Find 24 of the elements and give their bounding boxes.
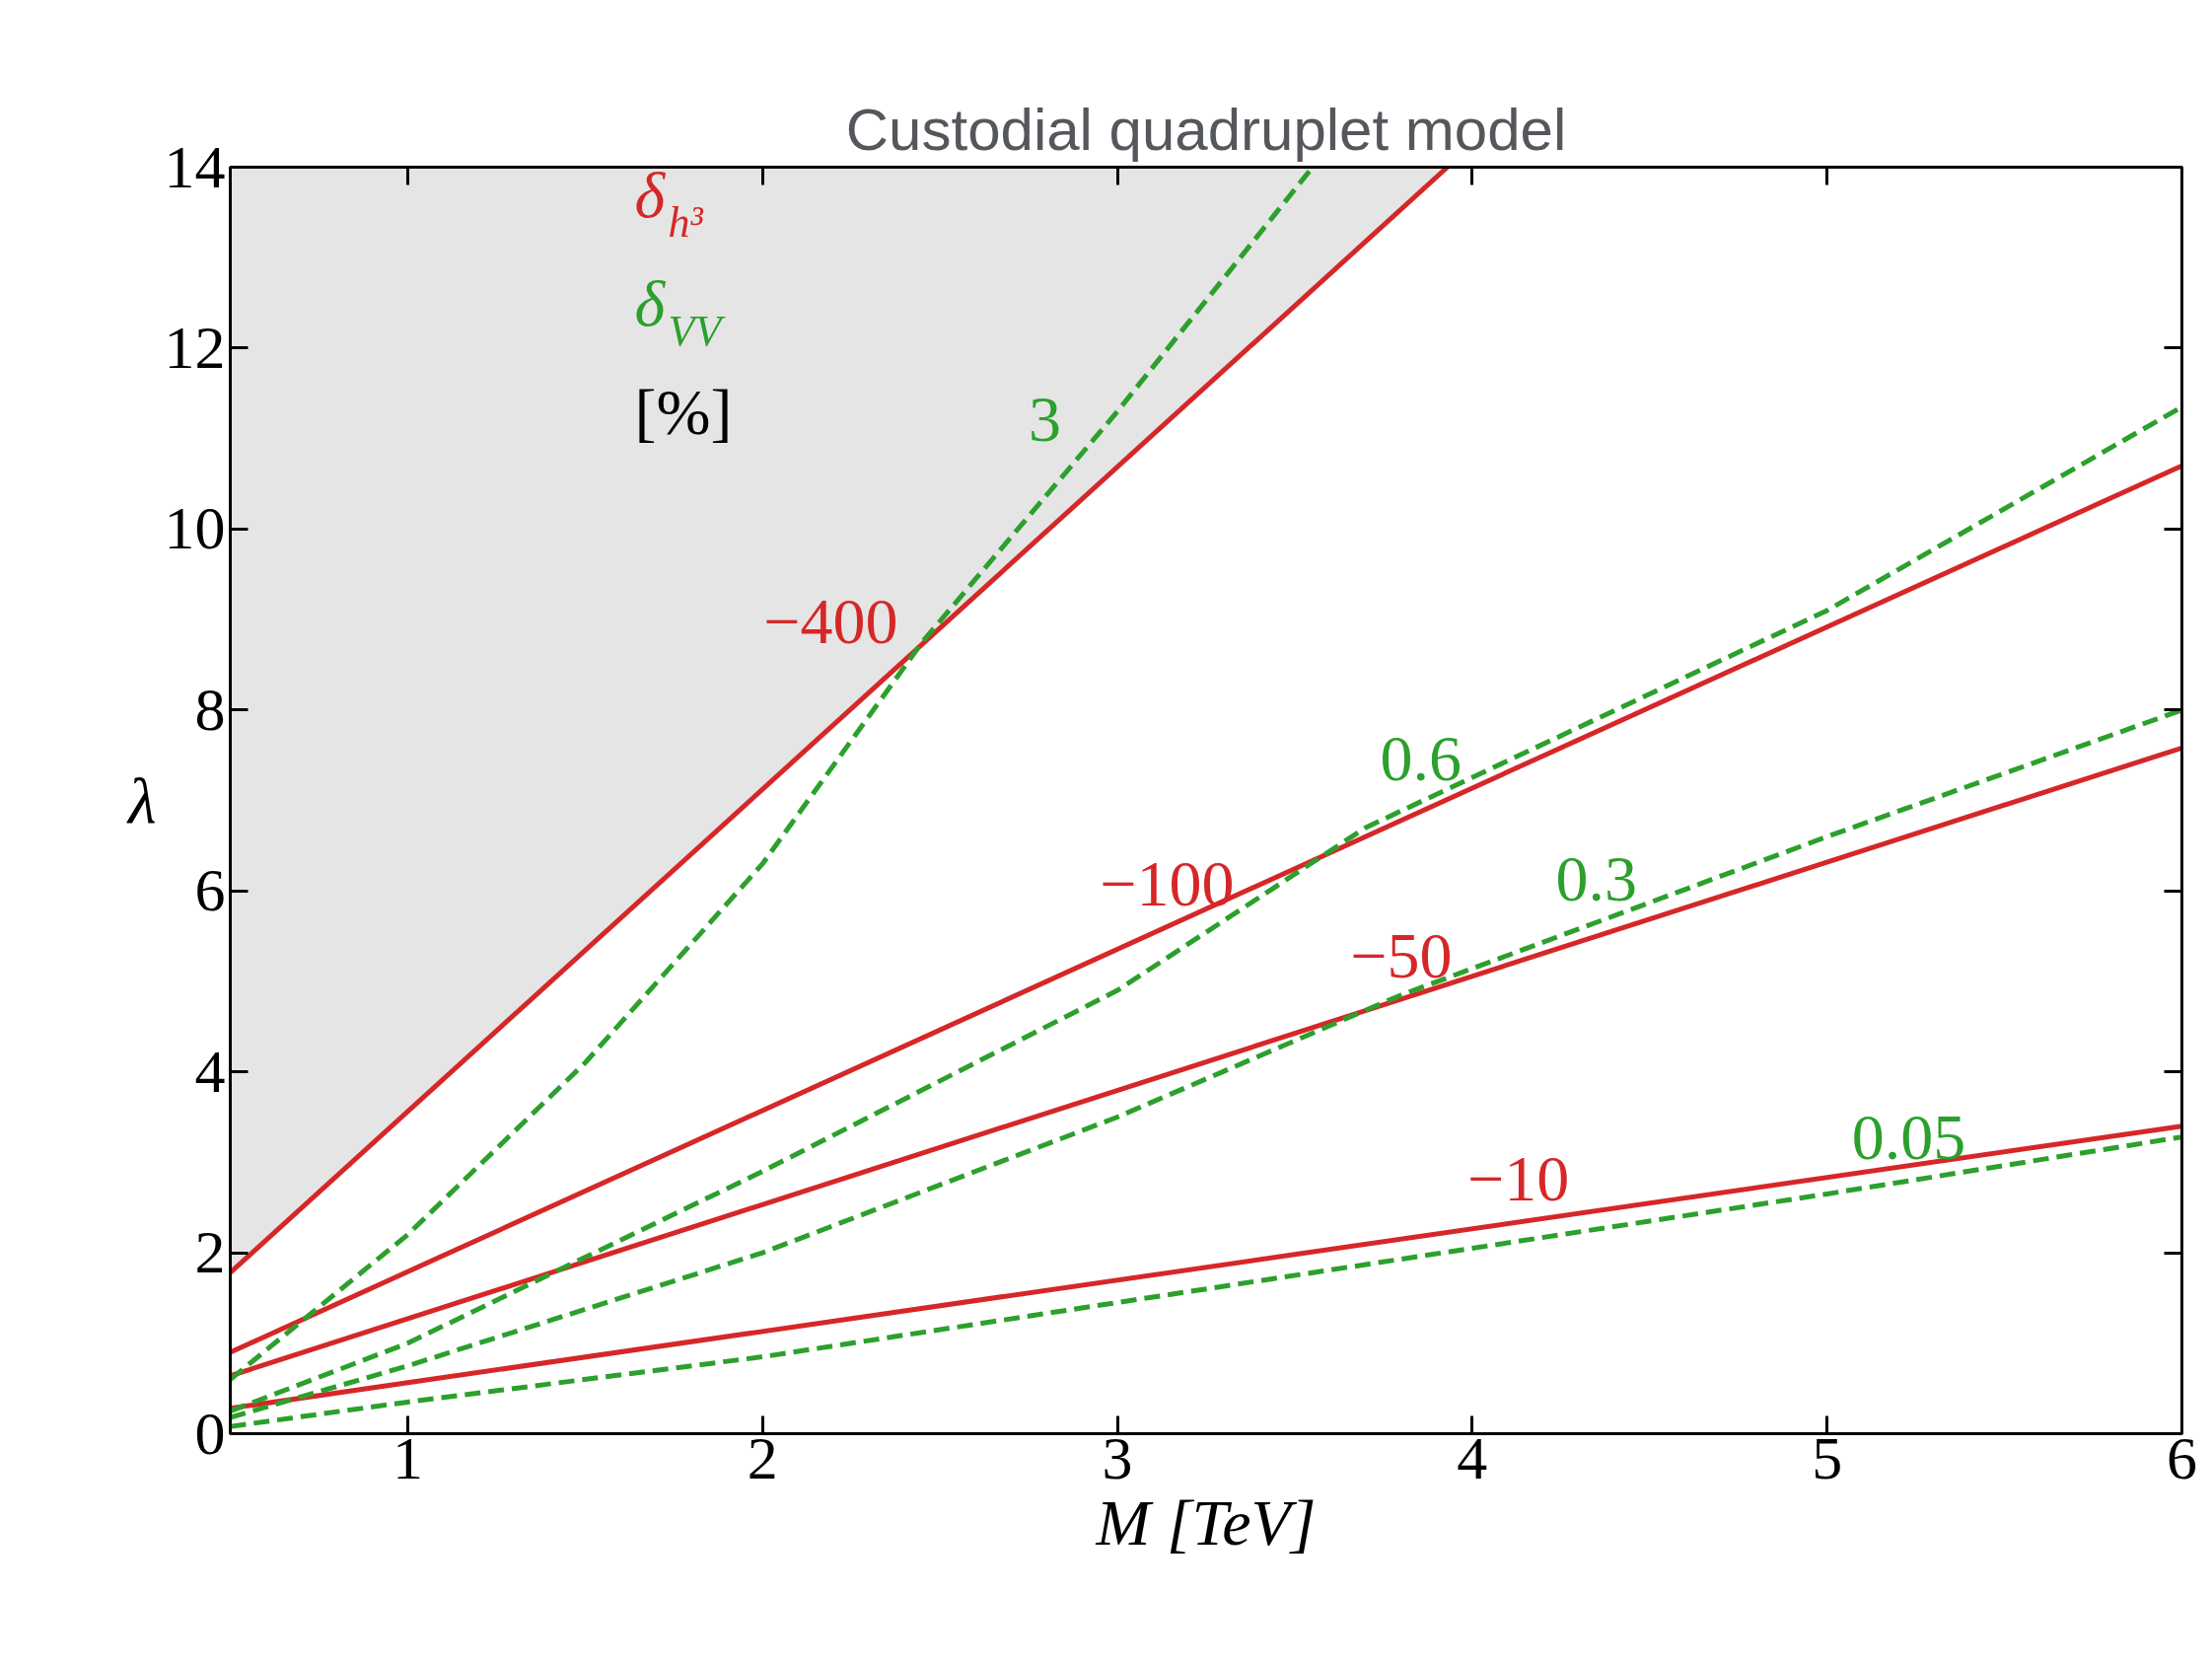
y-tick-label: 4: [194, 1037, 226, 1105]
x-tick-label: 4: [1457, 1423, 1488, 1491]
series-label: −100: [1100, 846, 1235, 919]
y-tick-label: 12: [164, 313, 226, 381]
x-tick-label: 6: [2167, 1423, 2197, 1491]
y-tick-label: 6: [194, 856, 226, 924]
series-label: 0.05: [1851, 1101, 1966, 1174]
series-label: −10: [1467, 1141, 1570, 1214]
series-label: 0.6: [1380, 721, 1462, 794]
series-label: −50: [1350, 918, 1453, 991]
chart-title: Custodial quadruplet model: [845, 96, 1567, 163]
y-tick-label: 10: [164, 494, 226, 562]
series-label: 3: [1029, 382, 1062, 455]
series-label: 0.3: [1555, 842, 1638, 915]
y-tick-label: 8: [194, 675, 226, 743]
annotation: [%]: [634, 375, 733, 448]
series-label: −400: [763, 584, 898, 657]
y-axis-title: λ: [125, 764, 157, 836]
x-tick-label: 5: [1812, 1423, 1843, 1491]
y-tick-label: 0: [194, 1399, 226, 1467]
y-tick-label: 2: [194, 1218, 226, 1286]
x-tick-label: 2: [747, 1423, 778, 1491]
y-tick-label: 14: [164, 132, 226, 200]
x-tick-label: 1: [392, 1423, 423, 1491]
